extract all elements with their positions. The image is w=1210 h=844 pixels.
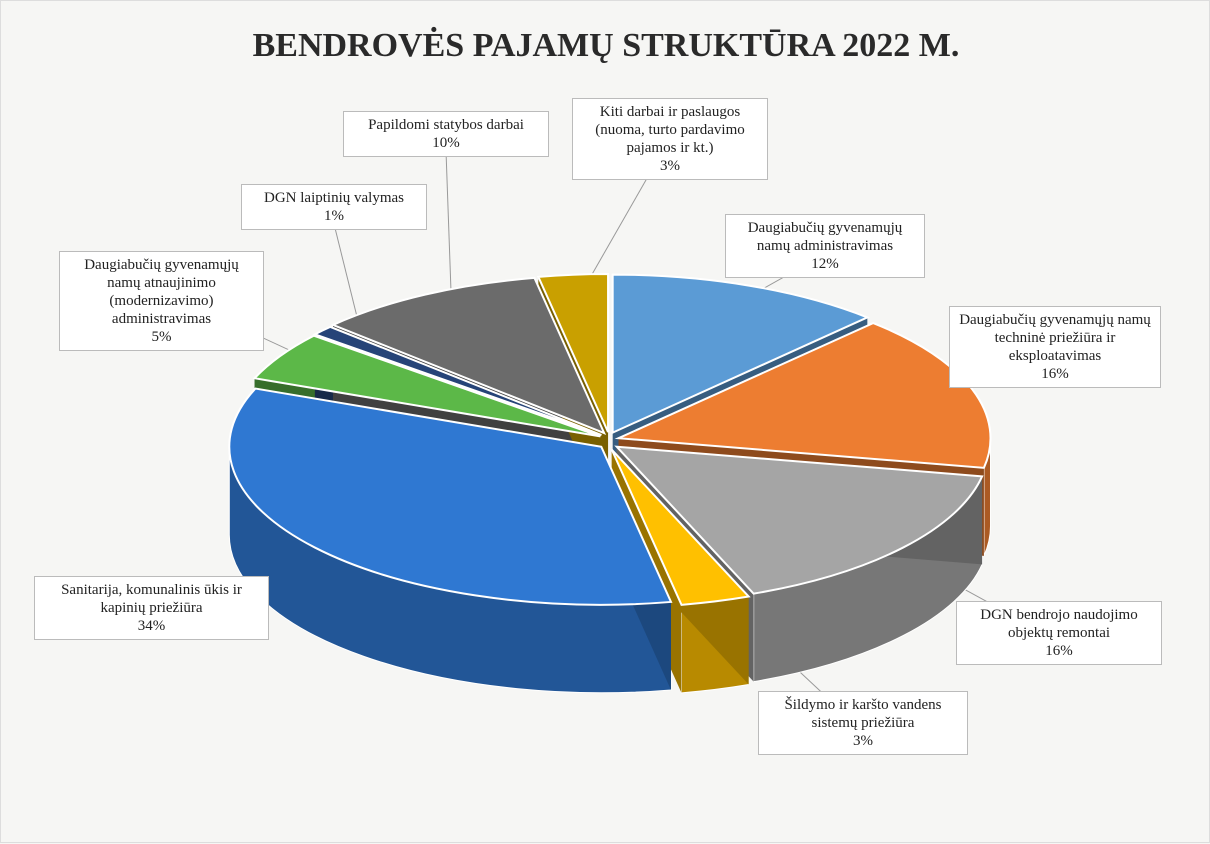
data-label: Sanitarija, komunalinis ūkis ir kapinių …	[34, 576, 269, 640]
chart-title: BENDROVĖS PAJAMŲ STRUKTŪRA 2022 M.	[252, 27, 960, 64]
label-value: 12%	[811, 256, 839, 272]
label-name: Sanitarija, komunalinis ūkis ir kapinių …	[61, 582, 242, 616]
label-value: 16%	[1041, 366, 1069, 382]
label-value: 1%	[324, 208, 344, 224]
data-label: Daugiabučių gyvenamųjų namų administravi…	[725, 214, 925, 278]
label-name: Kiti darbai ir paslaugos (nuoma, turto p…	[595, 104, 745, 156]
data-label: DGN bendrojo naudojimo objektų remontai 1…	[956, 601, 1162, 665]
label-value: 5%	[151, 329, 172, 345]
label-name: Daugiabučių gyvenamųjų namų techninė pri…	[959, 312, 1151, 364]
data-label: Daugiabučių gyvenamųjų namų techninė pri…	[949, 306, 1161, 388]
label-name: Daugiabučių gyvenamųjų namų administravi…	[747, 220, 903, 254]
pie-slice	[610, 448, 751, 606]
label-name: DGN laiptinių valymas	[264, 190, 404, 206]
pie-slice	[330, 276, 607, 435]
label-name: Daugiabučių gyvenamųjų namų atnaujinimo …	[84, 257, 239, 327]
data-label: Papildomi statybos darbai 10%	[343, 111, 549, 157]
pie-slice	[614, 321, 992, 469]
pie-slice	[228, 387, 673, 606]
label-value: 16%	[1045, 643, 1073, 659]
label-name: Šildymo ir karšto vandens sistemų prieži…	[784, 697, 942, 731]
data-label: Daugiabučių gyvenamųjų namų atnaujinimo …	[59, 251, 264, 351]
data-label: DGN laiptinių valymas 1%	[241, 184, 427, 230]
pie-slice	[614, 445, 984, 595]
data-label: Kiti darbai ir paslaugos (nuoma, turto p…	[572, 98, 768, 180]
pie-slice	[252, 334, 601, 438]
pie-slice	[611, 273, 870, 435]
label-value: 3%	[853, 733, 873, 749]
pie-slice	[536, 273, 610, 433]
pie-slice	[312, 325, 602, 436]
label-name: DGN bendrojo naudojimo objektų remontai	[980, 607, 1138, 641]
label-value: 10%	[432, 135, 460, 151]
data-label: Šildymo ir karšto vandens sistemų prieži…	[758, 691, 968, 755]
label-value: 34%	[137, 618, 166, 634]
label-value: 3%	[660, 158, 680, 174]
label-name: Papildomi statybos darbai	[368, 117, 524, 133]
